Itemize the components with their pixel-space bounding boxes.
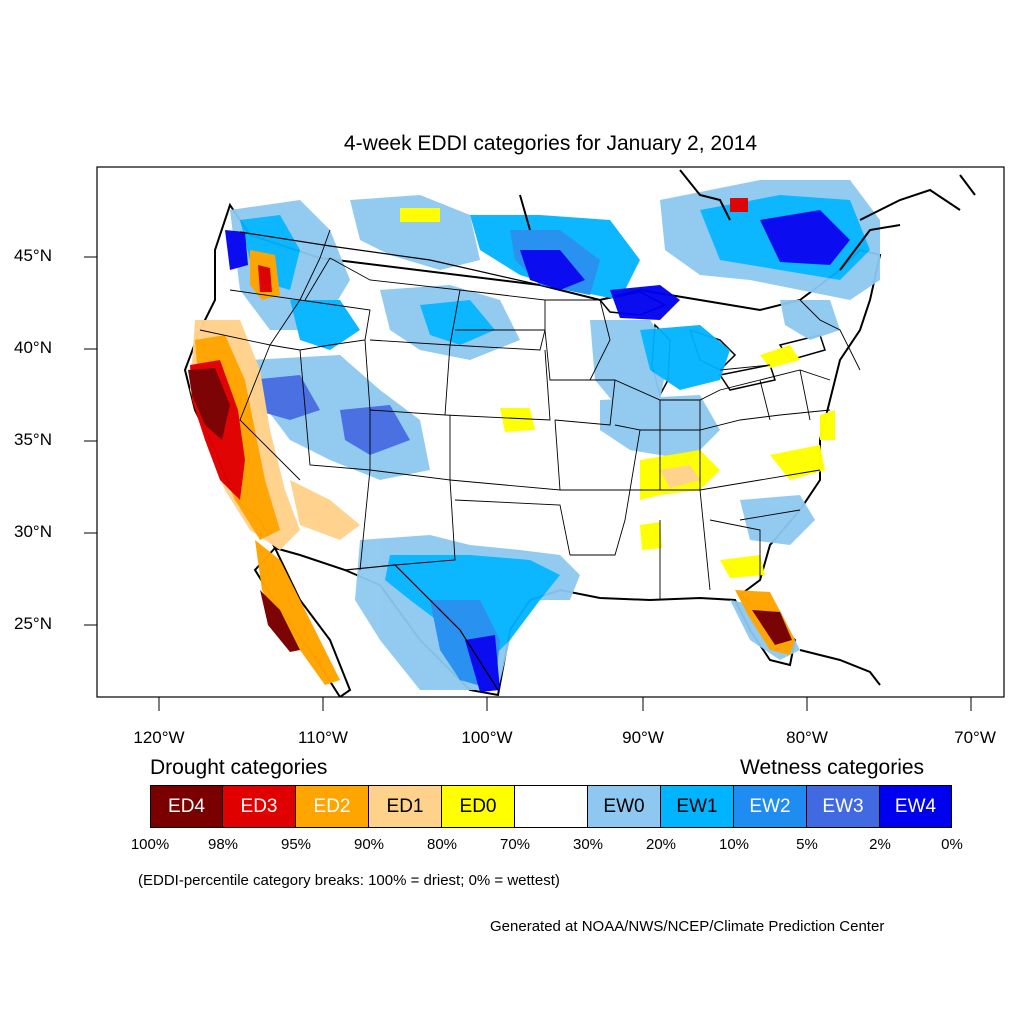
percentile-label: 2% xyxy=(869,836,891,853)
legend-box-neutral xyxy=(515,785,588,828)
percentile-label: 20% xyxy=(645,836,677,853)
percentile-label: 30% xyxy=(572,836,604,853)
international-border xyxy=(239,231,541,691)
legend-box-ed0: ED0 xyxy=(442,785,515,828)
lon-tick-label: 70°W xyxy=(954,728,996,747)
axis-ticks xyxy=(84,256,972,711)
category-note: (EDDI-percentile category breaks: 100% =… xyxy=(138,872,560,889)
percentile-label: 0% xyxy=(941,836,963,853)
drought-fields xyxy=(188,198,835,685)
lat-tick-label: 30°N xyxy=(14,522,52,541)
legend-box-ew4: EW4 xyxy=(880,785,952,828)
lat-tick-label: 40°N xyxy=(14,338,52,357)
drought-categories-heading: Drought categories xyxy=(150,756,328,779)
wetness-fields xyxy=(225,180,880,692)
wetness-categories-heading: Wetness categories xyxy=(740,756,925,779)
percentile-label: 5% xyxy=(796,836,818,853)
lon-tick-label: 90°W xyxy=(622,728,664,747)
percentile-label: 70% xyxy=(499,836,531,853)
lat-tick-label: 35°N xyxy=(14,430,52,449)
legend-box-ew1: EW1 xyxy=(661,785,734,828)
cuba-coast xyxy=(799,649,881,686)
lon-tick-label: 100°W xyxy=(461,728,513,747)
legend-box-ew0: EW0 xyxy=(588,785,661,828)
legend-box-ew2: EW2 xyxy=(734,785,807,828)
lon-tick-label: 120°W xyxy=(133,728,185,747)
percentile-label: 100% xyxy=(130,836,170,853)
lon-tick-label: 110°W xyxy=(298,728,348,747)
legend-box-ed1: ED1 xyxy=(369,785,442,828)
map-frame xyxy=(96,166,1005,698)
percentile-label: 80% xyxy=(426,836,458,853)
canada-coast xyxy=(519,169,976,271)
legend-bar: ED4 ED3 ED2 ED1 ED0 EW0 EW1 EW2 EW3 EW4 xyxy=(150,785,952,830)
percentile-label: 98% xyxy=(207,836,239,853)
legend-box-ed3: ED3 xyxy=(223,785,296,828)
lon-tick-label: 80°W xyxy=(786,728,828,747)
percentile-label: 90% xyxy=(353,836,385,853)
legend-box-ed2: ED2 xyxy=(296,785,369,828)
percentile-label: 10% xyxy=(718,836,750,853)
percentile-label: 95% xyxy=(280,836,312,853)
state-borders xyxy=(199,229,861,600)
legend-box-ew3: EW3 xyxy=(807,785,880,828)
lat-tick-label: 25°N xyxy=(14,614,52,633)
credit-line: Generated at NOAA/NWS/NCEP/Climate Predi… xyxy=(490,918,885,935)
map-title: 4-week EDDI categories for January 2, 20… xyxy=(343,132,758,155)
legend-box-ed4: ED4 xyxy=(150,785,223,828)
lat-tick-label: 45°N xyxy=(14,246,52,265)
